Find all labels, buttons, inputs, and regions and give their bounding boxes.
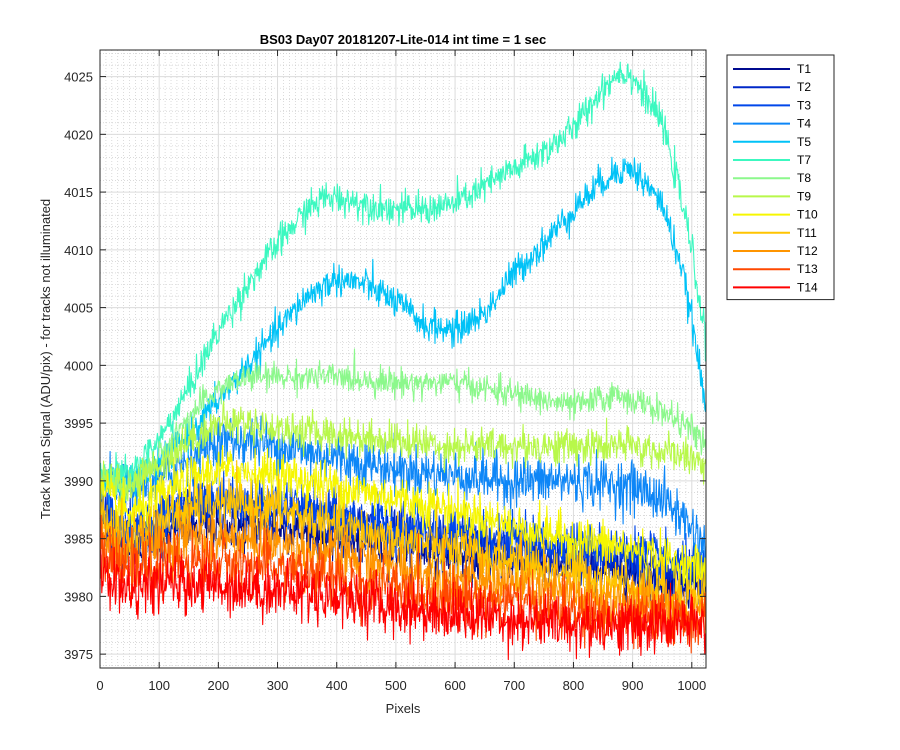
legend-item-t5: T5 [733,135,811,149]
y-axis-label: Track Mean Signal (ADU/pix) - for tracks… [38,199,53,519]
legend-item-t12: T12 [733,244,818,258]
legend-label: T4 [797,117,811,131]
series-line-t5 [99,156,707,501]
y-tick-label: 4025 [64,70,93,85]
plot-border [99,49,707,669]
x-tick-label: 900 [622,678,644,693]
series-line-t7 [99,61,707,496]
x-tick-label: 700 [503,678,525,693]
legend-item-t8: T8 [733,171,811,185]
y-tick-label: 4005 [64,301,93,316]
y-tick-label: 4015 [64,185,93,200]
x-tick-label: 800 [563,678,585,693]
legend-item-t1: T1 [733,62,811,76]
legend-label: T7 [797,153,811,167]
legend-item-t10: T10 [733,208,818,222]
legend-label: T12 [797,244,818,258]
legend-label: T14 [797,280,818,294]
axis-ticks [99,50,706,668]
x-tick-label: 100 [148,678,170,693]
legend: T1 T2 T3 T4 T5 T7 T8 T9 T10 T11 T12 T13 T14 [726,54,835,301]
y-tick-label: 4020 [64,127,93,142]
series-line-t14 [99,546,707,661]
minor-grid [100,50,706,668]
x-tick-labels: 0 100 200 300 400 500 600 700 800 900 1000 [96,678,706,693]
y-tick-label: 3990 [64,474,93,489]
legend-label: T3 [797,98,811,112]
x-tick-label: 1000 [677,678,706,693]
legend-label: T11 [797,226,817,240]
series-line-t9 [99,400,707,507]
y-tick-label: 3985 [64,532,93,547]
series-line-t11 [99,459,707,625]
y-tick-label: 4010 [64,243,93,258]
legend-item-t3: T3 [733,98,811,112]
x-tick-label: 0 [96,678,103,693]
series-line-t13 [99,514,707,654]
legend-item-t4: T4 [733,117,811,131]
y-tick-label: 3995 [64,416,93,431]
legend-item-t9: T9 [733,189,811,203]
y-tick-label: 3980 [64,589,93,604]
legend-item-t11: T11 [733,226,817,240]
x-tick-label: 500 [385,678,407,693]
y-tick-label: 3975 [64,647,93,662]
x-tick-label: 300 [267,678,289,693]
chart-title: BS03 Day07 20181207-Lite-014 int time = … [260,32,547,47]
legend-label: T9 [797,189,811,203]
series-line-t8 [99,348,707,502]
series-layer [99,61,707,661]
legend-label: T8 [797,171,811,185]
y-tick-labels: 3975 3980 3985 3990 3995 4000 4005 4010 4015 4020… [64,70,93,663]
legend-label: T2 [797,80,811,94]
legend-item-t7: T7 [733,153,811,167]
legend-item-t13: T13 [733,262,818,276]
x-tick-label: 600 [444,678,466,693]
x-axis-label: Pixels [386,701,421,716]
x-tick-label: 400 [326,678,348,693]
legend-item-t14: T14 [733,280,818,294]
legend-label: T10 [797,208,818,222]
legend-item-t2: T2 [733,80,811,94]
series-line-t4 [99,415,707,581]
x-tick-label: 200 [208,678,230,693]
legend-label: T5 [797,135,811,149]
legend-label: T13 [797,262,818,276]
y-tick-label: 4000 [64,358,93,373]
legend-label: T1 [797,62,811,76]
